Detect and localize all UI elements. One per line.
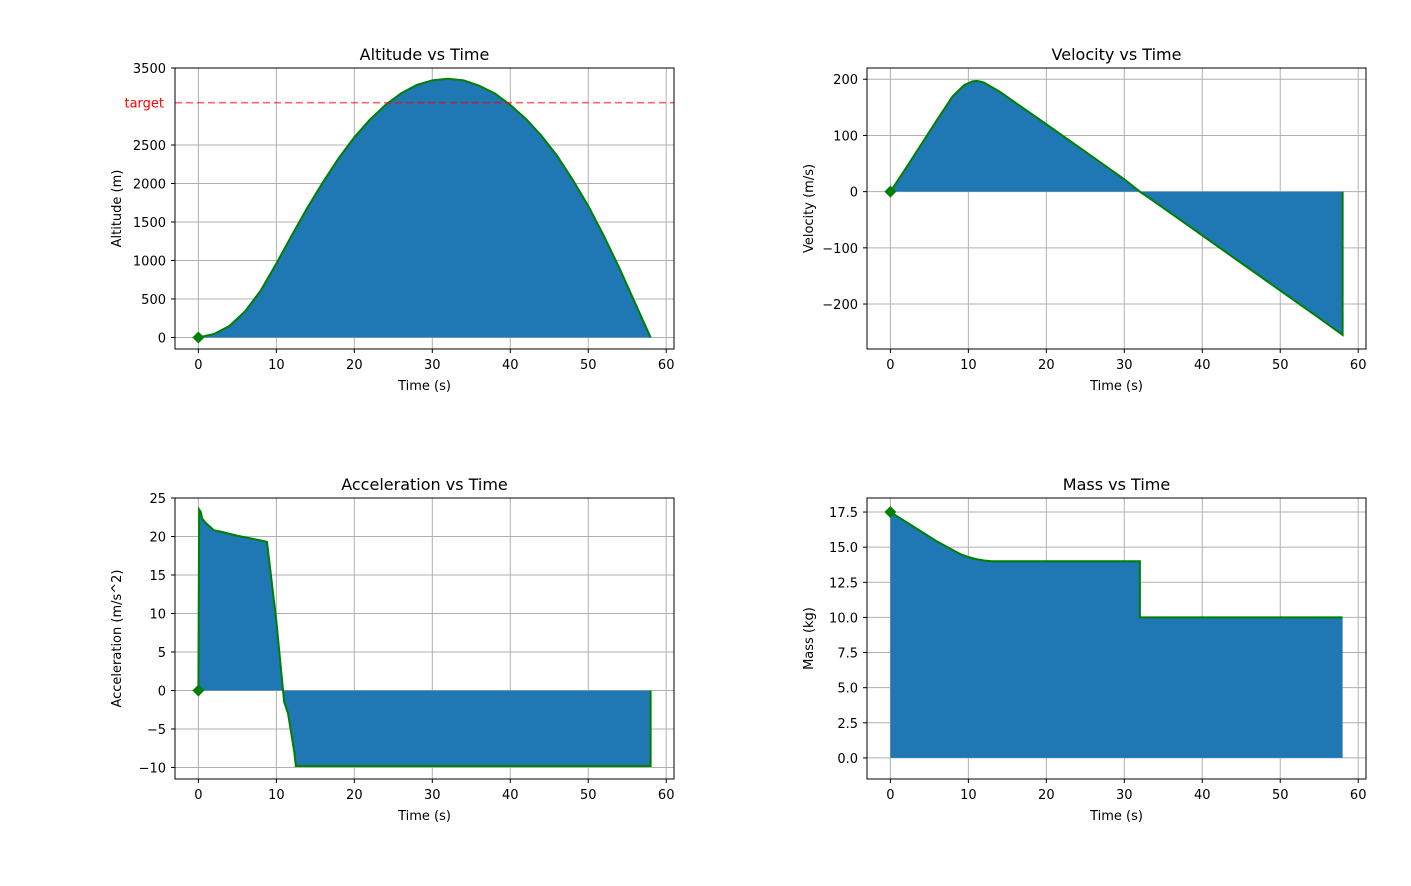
- y-axis-label: Mass (kg): [802, 607, 817, 670]
- chart-title: Acceleration vs Time: [341, 475, 508, 494]
- series-line: [889, 79, 1344, 337]
- chart-title: Altitude vs Time: [360, 45, 490, 64]
- x-tick-label: 50: [1272, 788, 1289, 803]
- x-tick-label: 20: [346, 788, 363, 803]
- y-tick-label: 2000: [133, 177, 166, 192]
- series-area: [198, 509, 651, 766]
- y-axis-label: Altitude (m): [110, 170, 125, 248]
- start-marker: [884, 506, 897, 519]
- y-tick-label: 15: [149, 569, 166, 584]
- x-axis-label: Time (s): [397, 809, 451, 824]
- y-tick-label: 7.5: [837, 647, 858, 662]
- y-tick-label: 5: [158, 646, 166, 661]
- x-tick-label: 10: [268, 358, 285, 373]
- y-tick-label: 0: [158, 684, 166, 699]
- x-tick-label: 60: [658, 358, 675, 373]
- x-tick-label: 20: [1038, 358, 1055, 373]
- y-tick-label: 0: [850, 186, 858, 201]
- x-tick-label: 30: [1116, 358, 1133, 373]
- y-tick-label: 15.0: [829, 541, 858, 556]
- subplot-2: 0 10 20 30 40 50 60 −200 −100 0 100 200 Velocity vs …: [802, 45, 1367, 394]
- x-tick-label: 20: [346, 358, 363, 373]
- y-tick-label: −100: [822, 242, 858, 257]
- subplot-3: 0 10 20 30 40 50 60 −10 −5 0 5 10 15 20 25 Acceleration…: [110, 475, 675, 824]
- x-axis-label: Time (s): [397, 379, 451, 394]
- y-tick-label: 0.0: [837, 752, 858, 767]
- x-tick-label: 40: [502, 358, 519, 373]
- chart-title: Velocity vs Time: [1052, 45, 1182, 64]
- y-tick-label: 20: [149, 530, 166, 545]
- y-tick-label: 500: [141, 293, 166, 308]
- y-tick-label: 200: [833, 73, 858, 88]
- x-tick-label: 0: [194, 358, 202, 373]
- x-tick-label: 20: [1038, 788, 1055, 803]
- start-marker: [192, 331, 205, 344]
- x-tick-label: 10: [960, 358, 977, 373]
- x-tick-label: 0: [886, 788, 894, 803]
- x-tick-label: 60: [1350, 788, 1367, 803]
- x-tick-label: 60: [1350, 358, 1367, 373]
- series-line: [198, 77, 652, 339]
- y-tick-label: −5: [147, 723, 166, 738]
- y-axis-label: Acceleration (m/s^2): [110, 569, 125, 707]
- series-line: [197, 506, 652, 767]
- x-tick-label: 10: [960, 788, 977, 803]
- y-tick-label: 5.0: [837, 682, 858, 697]
- x-tick-label: 0: [886, 358, 894, 373]
- axes-frame: [174, 497, 675, 780]
- series-area: [890, 80, 1343, 335]
- y-tick-label: 3500: [133, 62, 166, 77]
- y-tick-label: 10: [149, 607, 166, 622]
- axes-frame: [174, 67, 675, 350]
- x-tick-label: 60: [658, 788, 675, 803]
- x-tick-label: 40: [502, 788, 519, 803]
- y-tick-label: 12.5: [829, 576, 858, 591]
- y-tick-label: 1000: [133, 254, 166, 269]
- series-area: [198, 78, 651, 338]
- y-tick-label: 100: [833, 129, 858, 144]
- start-marker: [192, 684, 205, 697]
- target-label: target: [124, 97, 164, 112]
- y-tick-label: −10: [139, 761, 166, 776]
- x-tick-label: 50: [580, 358, 597, 373]
- axes-frame: [866, 67, 1367, 350]
- x-tick-label: 30: [424, 788, 441, 803]
- y-tick-label: 10.0: [829, 611, 858, 626]
- subplot-4: 0 10 20 30 40 50 60 0.0 2.5 5.0 7.5 10.0 12.5 15.0 17.…: [802, 475, 1367, 824]
- series-area: [890, 512, 1343, 758]
- x-tick-label: 40: [1194, 358, 1211, 373]
- series-line: [889, 511, 1343, 619]
- x-tick-label: 0: [194, 788, 202, 803]
- x-axis-label: Time (s): [1089, 809, 1143, 824]
- x-tick-label: 30: [1116, 788, 1133, 803]
- y-tick-label: 2500: [133, 139, 166, 154]
- y-tick-label: 17.5: [829, 506, 858, 521]
- y-tick-label: −200: [822, 298, 858, 313]
- x-tick-label: 50: [580, 788, 597, 803]
- subplot-1: target 0 10 20 30 40 50 60 0 500 1000 1500 2000 2500 3…: [110, 45, 675, 394]
- x-tick-label: 50: [1272, 358, 1289, 373]
- x-tick-label: 40: [1194, 788, 1211, 803]
- chart-title: Mass vs Time: [1063, 475, 1170, 494]
- x-tick-label: 10: [268, 788, 285, 803]
- start-marker: [884, 185, 897, 198]
- y-axis-label: Velocity (m/s): [802, 164, 817, 253]
- axes-frame: [866, 497, 1367, 780]
- y-tick-label: 1500: [133, 216, 166, 231]
- x-axis-label: Time (s): [1089, 379, 1143, 394]
- y-tick-label: 25: [149, 492, 166, 507]
- x-tick-label: 30: [424, 358, 441, 373]
- y-tick-label: 0: [158, 331, 166, 346]
- y-tick-label: 2.5: [837, 717, 858, 732]
